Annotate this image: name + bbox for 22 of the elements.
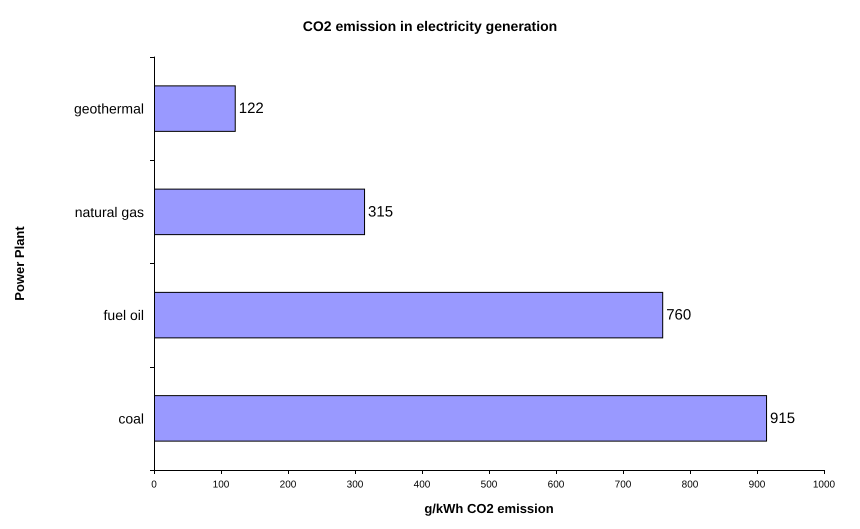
- x-tick-label: 100: [212, 480, 230, 490]
- x-tick-label: 1000: [812, 480, 836, 490]
- x-tick-label: 600: [548, 480, 565, 490]
- y-axis-title: Power Plant: [12, 226, 27, 301]
- x-tick-label: 300: [346, 480, 364, 490]
- data-label: 315: [368, 203, 394, 220]
- y-tick-label: fuel oil: [104, 307, 144, 324]
- x-axis-title: g/kWh CO2 emission: [424, 501, 554, 516]
- data-label: 760: [666, 306, 692, 324]
- x-tick-label: 400: [414, 480, 431, 490]
- x-tick-label: 200: [280, 480, 297, 490]
- x-tick-label: 0: [151, 480, 158, 490]
- data-label: 122: [238, 100, 264, 118]
- x-tick-label: 700: [614, 480, 632, 490]
- x-tick-label: 800: [682, 480, 699, 490]
- y-tick-label: coal: [118, 410, 144, 426]
- y-tick-label: natural gas: [74, 204, 144, 220]
- data-label: 915: [770, 410, 796, 427]
- chart-title: CO2 emission in electricity generation: [302, 18, 558, 34]
- y-tick-label: geothermal: [74, 100, 144, 117]
- x-tick-label: 900: [748, 480, 766, 490]
- x-tick-label: 500: [480, 480, 498, 490]
